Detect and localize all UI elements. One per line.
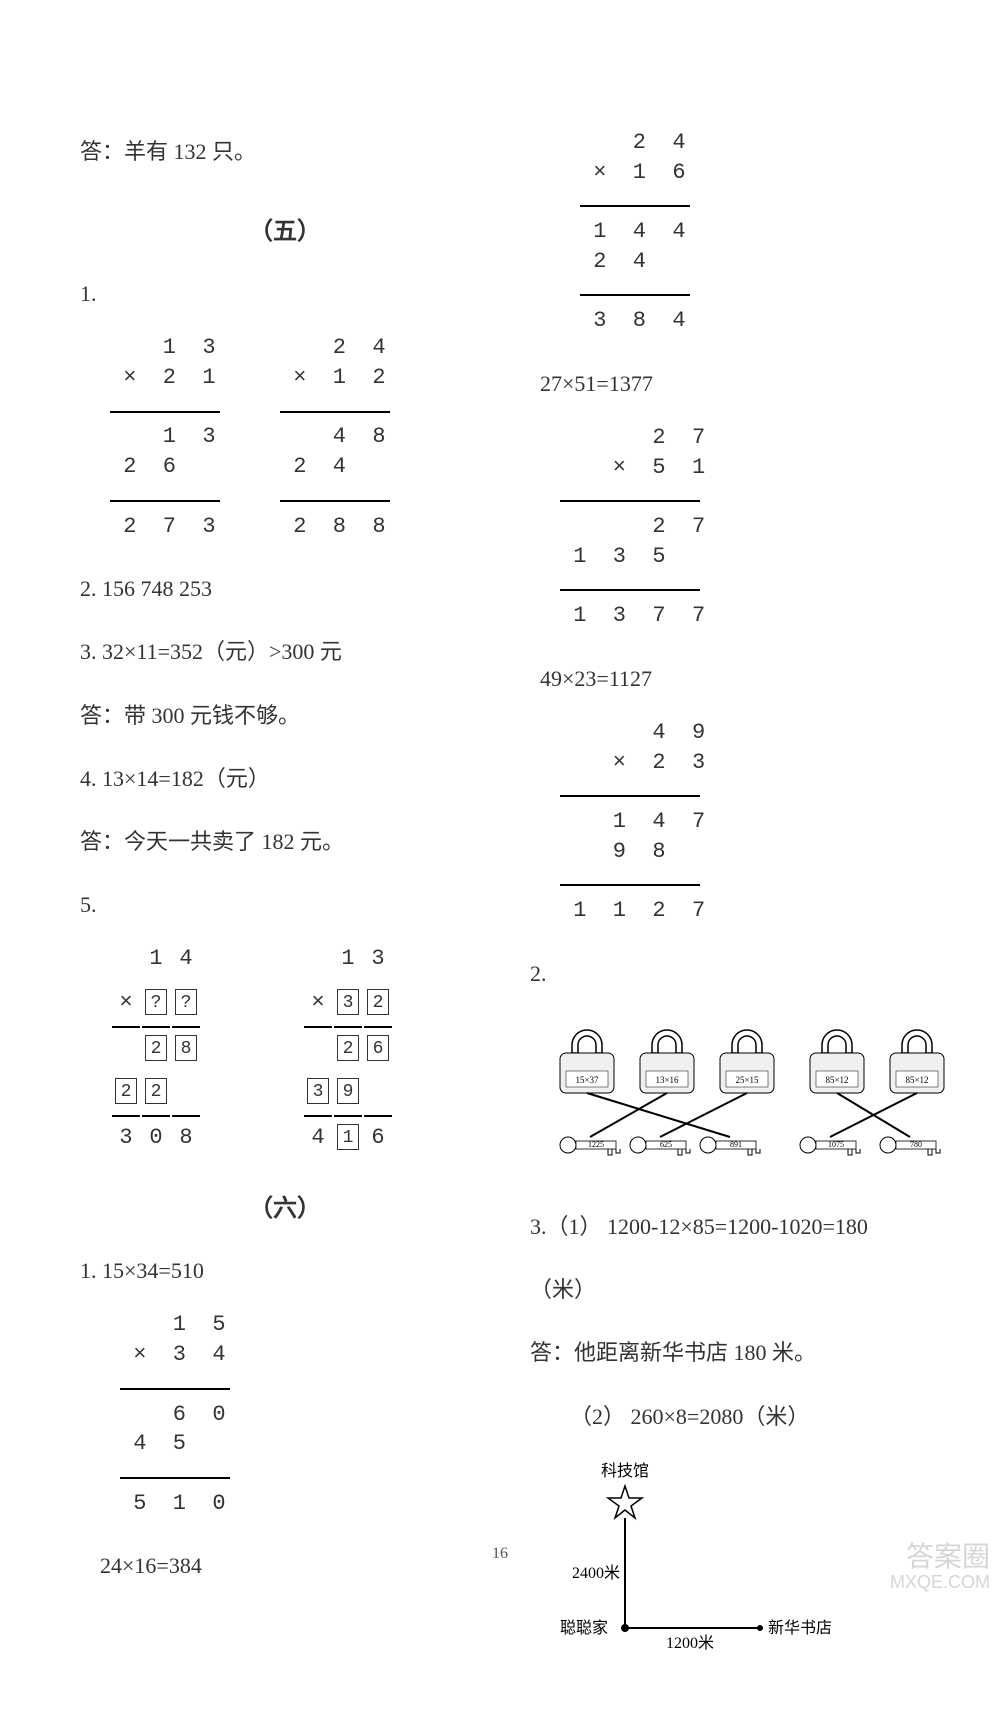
locks-keys-diagram: 15×37 13×16 25×15 85×12 85×12 1225 625 891 1075… — [530, 1015, 950, 1185]
lock-icon: 85×12 — [810, 1030, 864, 1093]
section-6-heading: （六） — [80, 1188, 490, 1223]
q2-text: 2. 156 748 253 — [80, 571, 490, 606]
key-label: 1225 — [588, 1140, 604, 1149]
answer-sheep: 答：羊有 132 只。 — [80, 134, 490, 169]
s6-q1: 1. 15×34=510 — [80, 1253, 490, 1288]
q5-label: 5. — [80, 887, 490, 922]
r-q3-2: （2） 260×8=2080（米） — [570, 1399, 950, 1434]
map-left-label: 聪聪家 — [560, 1619, 608, 1637]
r-q3-answer: 答：他距离新华书店 180 米。 — [530, 1335, 950, 1370]
vmul-13x21: 1 3 × 2 1 1 3 2 6 2 7 3 — [110, 333, 220, 541]
eq-27x51: 27×51=1377 — [540, 366, 950, 401]
lock-icon: 13×16 — [640, 1030, 694, 1093]
key-label: 625 — [660, 1140, 672, 1149]
map-right-label: 新华书店 — [768, 1619, 832, 1637]
r-q2-label: 2. — [530, 956, 950, 991]
match-line — [830, 1093, 917, 1137]
q3-text: 3. 32×11=352（元）>300 元 — [80, 634, 490, 669]
map-h-distance: 1200米 — [666, 1634, 714, 1652]
key-icon: 780 — [880, 1137, 940, 1155]
r-q3-1: 3.（1） 1200-12×85=1200-1020=180 — [530, 1209, 950, 1244]
page-number: 16 — [0, 1545, 1000, 1563]
lock-label: 15×37 — [575, 1075, 599, 1085]
lock-label: 85×12 — [825, 1075, 848, 1085]
eq-49x23: 49×23=1127 — [540, 661, 950, 696]
watermark: 答案圈 MXQE.COM — [890, 1542, 990, 1593]
lock-label: 25×15 — [735, 1075, 759, 1085]
lock-label: 85×12 — [905, 1075, 928, 1085]
lock-icon: 85×12 — [890, 1030, 944, 1093]
lock-label: 13×16 — [655, 1075, 679, 1085]
puzzle-a: 14 ×?? 28 22 308 — [110, 936, 202, 1160]
vertical-mult-row: 1 3 × 2 1 1 3 2 6 2 7 3 2 4 × 1 2 4 8 2 … — [110, 325, 490, 557]
key-icon: 1225 — [560, 1137, 620, 1155]
map-top-label: 科技馆 — [601, 1462, 649, 1480]
section-5-heading: （五） — [80, 211, 490, 246]
key-icon: 1075 — [800, 1137, 860, 1155]
vmul-24x12: 2 4 × 1 2 4 8 2 4 2 8 8 — [280, 333, 390, 541]
q3-answer: 答：带 300 元钱不够。 — [80, 698, 490, 733]
map-v-distance: 2400米 — [572, 1564, 620, 1582]
vmul-49x23: 4 9 × 2 3 1 4 7 9 8 1 1 2 7 — [560, 718, 705, 926]
vmul-24x16: 2 4 × 1 6 1 4 4 2 4 3 8 4 — [580, 128, 690, 336]
vmul-15x34: 1 5 × 3 4 6 0 4 5 5 1 0 — [120, 1310, 230, 1518]
puzzle-b: 13 ×32 26 39 416 — [302, 936, 394, 1160]
puzzle-row: 14 ×?? 28 22 308 13 ×32 26 39 416 — [110, 936, 490, 1160]
vmul-27x51: 2 7 × 5 1 2 7 1 3 5 1 3 7 7 — [560, 423, 705, 631]
q4-answer: 答：今天一共卖了 182 元。 — [80, 824, 490, 859]
key-label: 780 — [910, 1140, 922, 1149]
star-icon — [608, 1486, 642, 1518]
r-q3-unit: （米） — [530, 1272, 950, 1307]
lock-icon: 25×15 — [720, 1030, 774, 1093]
match-line — [587, 1093, 730, 1137]
key-icon: 891 — [700, 1137, 760, 1155]
q4-text: 4. 13×14=182（元） — [80, 761, 490, 796]
key-label: 1075 — [828, 1140, 844, 1149]
q1-label: 1. — [80, 276, 490, 311]
key-label: 891 — [730, 1140, 742, 1149]
left-column: 答：羊有 132 只。 （五） 1. 1 3 × 2 1 1 3 2 6 2 7… — [80, 120, 490, 1668]
key-icon: 625 — [630, 1137, 690, 1155]
right-column: 2 4 × 1 6 1 4 4 2 4 3 8 4 27×51=1377 2 7… — [530, 120, 950, 1668]
lock-icon: 15×37 — [560, 1030, 614, 1093]
match-line — [660, 1093, 747, 1137]
